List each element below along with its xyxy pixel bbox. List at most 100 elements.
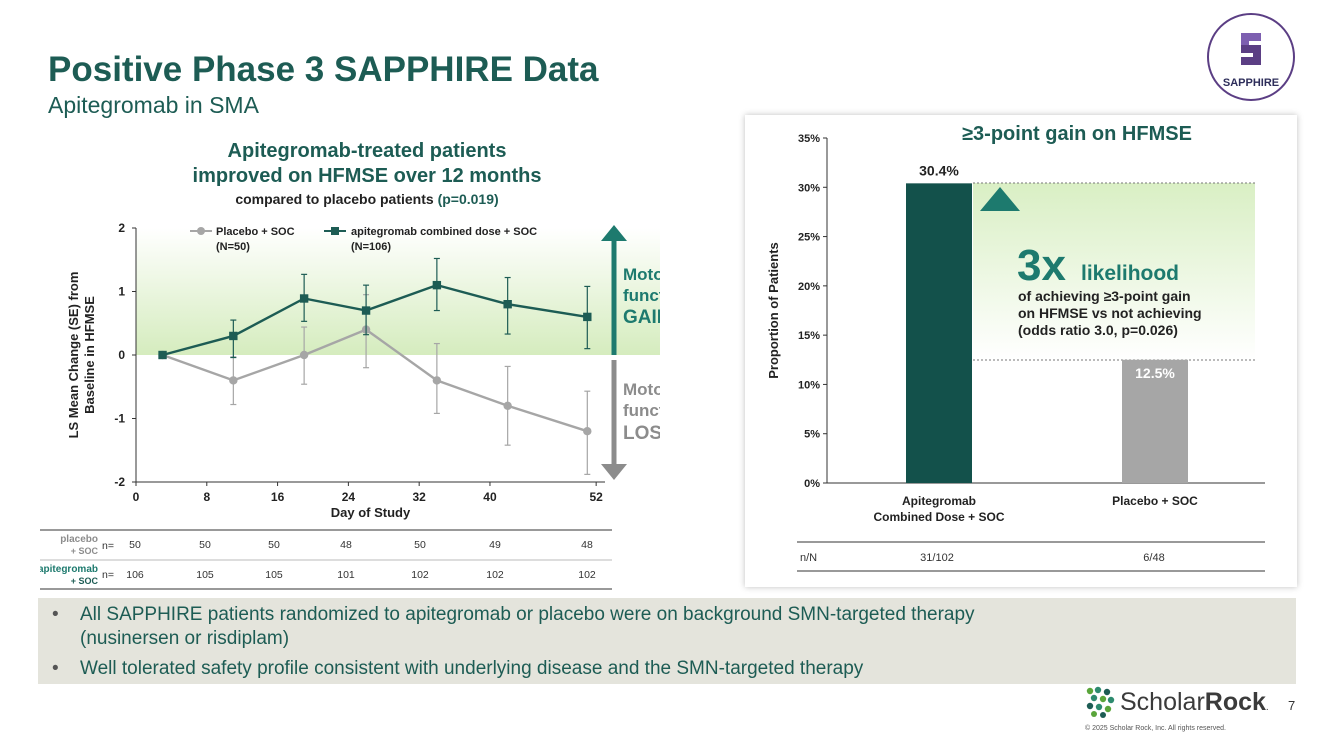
placebo-point <box>583 427 592 436</box>
gain-label-motor: Motor <box>623 265 660 284</box>
n-table-cell: 49 <box>489 539 501 551</box>
copyright: © 2025 Scholar Rock, Inc. All rights res… <box>1085 725 1226 732</box>
placebo-point <box>229 376 238 385</box>
apitegromab-point <box>299 294 309 303</box>
loss-arrow-head <box>601 464 627 480</box>
y-axis-title-line2: Baseline in HFMSE <box>82 296 97 414</box>
bar-y-tick-label: 30% <box>798 182 820 194</box>
n-table-apitegromab-name-1: apitegromab <box>40 564 98 575</box>
likelihood-desc-1: of achieving ≥3-point gain <box>1018 288 1191 304</box>
nN-apitegromab: 31/102 <box>920 552 954 564</box>
n-table-cell: 102 <box>411 569 429 581</box>
n-table-placebo-name-1: placebo <box>60 534 98 545</box>
likelihood-arrow-head <box>980 187 1020 211</box>
x-tick-label: 24 <box>342 490 356 504</box>
n-table-cell: 105 <box>265 569 283 581</box>
placebo-bar-label: 12.5% <box>1135 365 1175 381</box>
likelihood-desc-3: (odds ratio 3.0, p=0.026) <box>1018 322 1178 338</box>
apitegromab-category-label: Combined Dose + SOC <box>873 510 1004 524</box>
page-title: Positive Phase 3 SAPPHIRE Data <box>48 50 599 89</box>
bar-y-tick-label: 0% <box>804 478 820 490</box>
legend-apitegromab-n: (N=106) <box>351 241 391 253</box>
bar-y-tick-label: 5% <box>804 429 820 441</box>
y-axis-title: LS Mean Change (SE) from Baseline in HFMS… <box>66 272 97 439</box>
brand-light: Scholar <box>1120 688 1205 716</box>
x-tick-label: 0 <box>133 490 140 504</box>
legend-apitegromab-label: apitegromab combined dose + SOC <box>351 226 537 238</box>
legend-placebo-label: Placebo + SOC <box>216 226 295 238</box>
loss-label-motor: Motor <box>623 380 660 399</box>
n-table: placebo + SOC n= apitegromab + SOC n= 50… <box>40 529 612 590</box>
placebo-category-label: Placebo + SOC <box>1112 494 1198 508</box>
bullet-dot-icon: • <box>52 658 59 679</box>
page-number: 7 <box>1288 698 1296 713</box>
left-chart-pvalue: (p=0.019) <box>437 191 499 207</box>
bullet-1-line1: All SAPPHIRE patients randomized to apit… <box>80 604 975 625</box>
n-table-placebo-name-2: + SOC <box>71 546 99 556</box>
n-table-cell: 50 <box>414 539 426 551</box>
brand-mark: . <box>1265 702 1269 713</box>
nN-placebo: 6/48 <box>1143 552 1164 564</box>
legend-placebo-marker <box>197 227 205 235</box>
n-table-cell: 50 <box>129 539 141 551</box>
likelihood-desc-2: on HFMSE vs not achieving <box>1018 305 1202 321</box>
legend-placebo-n: (N=50) <box>216 241 250 253</box>
apitegromab-bar <box>906 183 972 483</box>
x-tick-label: 52 <box>589 490 603 504</box>
bar-y-tick-label: 20% <box>798 281 820 293</box>
page-subtitle: Apitegromab in SMA <box>48 92 259 118</box>
y-tick-label: 0 <box>118 348 125 362</box>
n-table-cell: 106 <box>126 569 144 581</box>
n-table-cell: 50 <box>268 539 280 551</box>
scholar-rock-logo-icon <box>1086 686 1115 718</box>
x-tick-label: 40 <box>483 490 497 504</box>
nN-label: n/N <box>800 552 817 564</box>
apitegromab-category-label: Apitegromab <box>902 494 976 508</box>
bullet-1-line2: (nusinersen or risdiplam) <box>80 628 290 649</box>
n-table-cell: 50 <box>199 539 211 551</box>
legend-apitegromab-marker <box>331 227 339 235</box>
bar-y-tick-label: 10% <box>798 379 820 391</box>
bar-y-axis-title: Proportion of Patients <box>766 242 781 379</box>
likelihood-word: likelihood <box>1081 262 1179 285</box>
bullet-dot-icon: • <box>52 604 59 625</box>
x-tick-label: 16 <box>271 490 285 504</box>
n-table-apitegromab-n-label: n= <box>102 569 114 581</box>
x-axis-title: Day of Study <box>331 505 411 520</box>
hfmse-bar-chart: ≥3-point gain on HFMSE 0% 5% 10% 15% 20% 25% 3… <box>766 123 1265 572</box>
x-tick-label: 32 <box>412 490 426 504</box>
line-chart-legend: Placebo + SOC (N=50) apitegromab combine… <box>190 226 537 253</box>
n-table-apitegromab-name-2: + SOC <box>71 576 99 586</box>
placebo-bar <box>1122 359 1188 483</box>
sapphire-logo-text: SAPPHIRE <box>1222 77 1280 89</box>
brand-bold: Rock <box>1204 688 1266 716</box>
n-table-cell: 48 <box>340 539 352 551</box>
placebo-point <box>432 376 442 385</box>
left-chart-title-line2: improved on HFMSE over 12 months <box>192 165 542 187</box>
bar-y-tick-label: 25% <box>798 232 820 244</box>
key-points-box: • All SAPPHIRE patients randomized to ap… <box>38 598 1296 684</box>
bar-y-tick-label: 35% <box>798 133 820 145</box>
sapphire-logo: SAPPHIRE <box>1207 13 1295 101</box>
left-chart-title-line3: compared to placebo patients (p=0.019) <box>120 191 614 207</box>
scholar-rock-brand: ScholarRock. <box>1120 688 1269 717</box>
y-tick-label: -1 <box>114 412 125 426</box>
sapphire-s-icon <box>1241 33 1261 65</box>
bar-chart-title: ≥3-point gain on HFMSE <box>962 123 1192 145</box>
apitegromab-point <box>503 300 512 309</box>
n-table-cell: 102 <box>578 569 596 581</box>
n-table-cell: 101 <box>337 569 355 581</box>
apitegromab-point <box>432 280 442 290</box>
gain-label-gain: GAIN <box>623 307 660 328</box>
n-table-cell: 105 <box>196 569 214 581</box>
y-tick-label: 1 <box>118 285 125 299</box>
apitegromab-point <box>158 350 167 360</box>
x-tick-label: 8 <box>203 490 210 504</box>
bullet-2-line1: Well tolerated safety profile consistent… <box>80 658 864 679</box>
gain-arrow-head <box>601 225 627 241</box>
likelihood-big: 3x <box>1017 241 1066 290</box>
n-table-cell: 102 <box>486 569 504 581</box>
loss-label-function: function <box>623 401 660 420</box>
loss-label-loss: LOSS <box>623 423 660 444</box>
y-axis-title-line1: LS Mean Change (SE) from <box>66 272 81 439</box>
